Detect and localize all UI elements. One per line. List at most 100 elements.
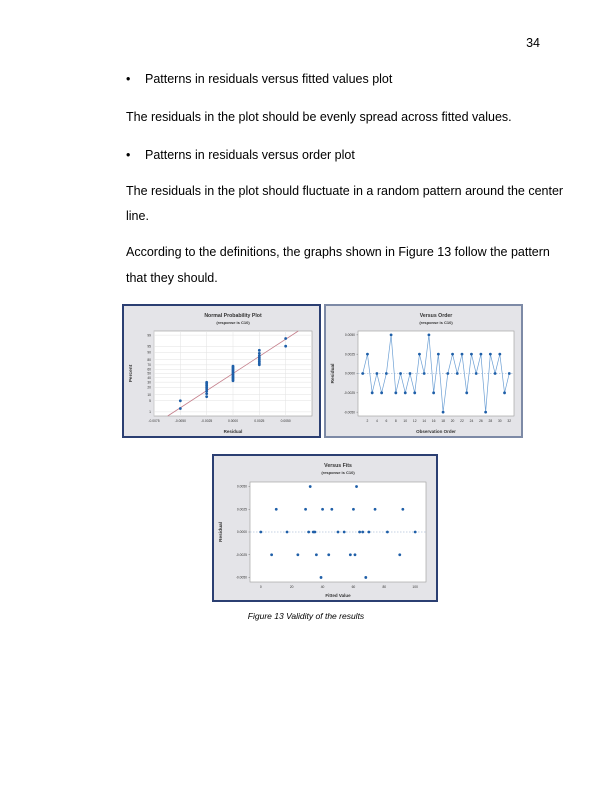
data-point <box>314 553 318 557</box>
data-point <box>484 410 488 414</box>
y-tick-label: 60 <box>147 368 151 372</box>
data-point <box>403 391 407 395</box>
data-point <box>479 352 483 356</box>
paragraph-random-pattern-line2: line. <box>126 209 149 223</box>
chart-title: Versus Order <box>420 313 453 319</box>
data-point <box>304 507 307 511</box>
data-point <box>358 530 362 534</box>
data-point <box>330 507 334 511</box>
data-point <box>394 391 398 395</box>
x-tick-label: 60 <box>352 585 356 589</box>
y-tick-label: 0.0050 <box>345 333 355 337</box>
data-point <box>507 372 511 375</box>
y-tick-label: -0.0050 <box>344 410 355 414</box>
data-point <box>380 391 384 395</box>
chart-subtitle: (response is C10) <box>216 320 250 325</box>
data-point <box>373 507 377 511</box>
y-tick-label: 0.0050 <box>237 485 247 489</box>
data-point <box>205 380 209 384</box>
data-point <box>503 391 506 395</box>
data-point <box>498 352 502 356</box>
bullet-symbol: • <box>126 72 131 86</box>
data-point <box>285 530 289 534</box>
x-tick-label: 0 <box>260 585 262 589</box>
x-tick-label: -0.0075 <box>148 419 159 423</box>
normal-probability-plot-panel: Normal Probability Plot (response is C10)… <box>122 304 321 438</box>
page-number: 34 <box>526 36 540 50</box>
data-point <box>321 507 324 511</box>
x-tick-label: -0.0025 <box>201 419 212 423</box>
data-point <box>178 399 182 403</box>
data-point <box>257 351 261 355</box>
data-point <box>465 391 469 395</box>
x-tick-label: 32 <box>507 419 511 423</box>
data-point <box>361 372 365 375</box>
data-point <box>296 553 300 557</box>
y-tick-label: -0.0050 <box>236 576 247 580</box>
data-point <box>231 364 235 368</box>
data-point <box>308 485 312 488</box>
data-point <box>205 392 209 396</box>
data-point <box>205 389 209 393</box>
y-tick-label: -0.0025 <box>344 391 355 395</box>
chart-subtitle: (response is C10) <box>321 470 355 475</box>
data-point <box>336 530 340 534</box>
x-tick-label: 28 <box>489 419 493 423</box>
paragraph-evenly-spread: The residuals in the plot should be even… <box>126 110 512 124</box>
data-point <box>455 372 459 375</box>
data-point <box>370 391 374 395</box>
figure-caption: Figure 13 Validity of the results <box>247 611 365 621</box>
x-tick-label: 8 <box>395 419 397 423</box>
data-point <box>361 530 365 534</box>
x-tick-label: 100 <box>412 585 418 589</box>
data-point <box>399 372 402 375</box>
y-tick-label: 0.0000 <box>237 530 247 534</box>
y-tick-label: 70 <box>147 363 151 367</box>
data-point <box>178 407 182 410</box>
y-tick-label: -0.0025 <box>236 553 247 557</box>
data-point <box>493 372 497 375</box>
data-point <box>422 372 426 375</box>
data-point <box>342 530 346 534</box>
bullet-symbol: • <box>126 148 131 162</box>
x-tick-label: 80 <box>382 585 386 589</box>
data-point <box>427 333 431 337</box>
x-tick-label: 6 <box>385 419 387 423</box>
chart-subtitle: (response is C10) <box>419 320 453 325</box>
data-point <box>355 485 358 488</box>
data-point <box>257 348 261 352</box>
paragraph-random-pattern-line1: The residuals in the plot should fluctua… <box>126 184 564 198</box>
data-point <box>352 507 355 511</box>
data-point <box>313 530 317 534</box>
x-tick-label: 30 <box>498 419 502 423</box>
data-point <box>375 372 379 375</box>
data-point <box>470 352 473 356</box>
data-point <box>319 576 323 579</box>
data-point <box>451 352 454 356</box>
x-tick-label: 16 <box>432 419 436 423</box>
x-tick-label: 24 <box>470 419 474 423</box>
y-tick-label: 99 <box>147 333 151 337</box>
versus-fits-plot: Versus Fits(response is C10) Fitted Value… <box>218 463 427 598</box>
data-point <box>327 553 331 557</box>
y-tick-label: 0.0000 <box>345 372 355 376</box>
x-tick-label: 20 <box>290 585 294 589</box>
y-tick-label: 90 <box>147 351 151 355</box>
data-point <box>384 372 388 375</box>
data-point <box>446 372 450 375</box>
y-tick-label: 30 <box>147 380 151 384</box>
y-tick-label: 40 <box>147 376 151 380</box>
data-point <box>474 372 478 375</box>
y-axis-label: Residual <box>330 364 336 384</box>
normal-probability-plot: Normal Probability Plot(response is C10)… <box>128 313 313 434</box>
data-point <box>274 507 278 511</box>
data-point <box>307 530 311 534</box>
paragraph-definitions-line1: According to the definitions, the graphs… <box>126 245 550 259</box>
versus-order-plot-panel: Versus Order (response is C10) Observation… <box>324 304 523 438</box>
data-point <box>389 333 393 337</box>
data-point <box>460 352 464 356</box>
data-point <box>353 553 357 557</box>
x-tick-label: 4 <box>376 419 378 423</box>
x-tick-label: -0.0050 <box>175 419 186 423</box>
x-tick-label: 0.0025 <box>254 419 264 423</box>
